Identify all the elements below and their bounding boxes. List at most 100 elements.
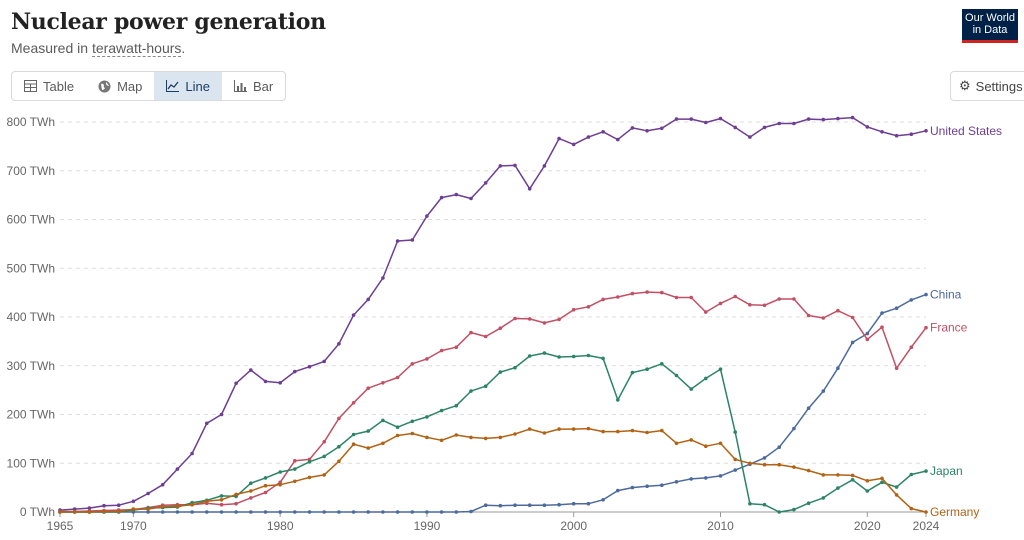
data-point-japan — [674, 373, 679, 378]
data-point-united-states — [542, 164, 547, 168]
line-chart-icon — [166, 80, 180, 92]
y-tick-label: 800 TWh — [7, 115, 55, 129]
data-point-japan — [249, 481, 253, 486]
data-point-germany — [616, 429, 620, 434]
data-point-france — [645, 290, 649, 294]
data-point-france — [337, 416, 341, 421]
data-point-germany — [454, 433, 459, 437]
data-point-united-states — [527, 187, 532, 191]
series-line-france — [60, 291, 927, 513]
data-point-united-states — [924, 129, 928, 133]
data-point-france — [557, 317, 561, 322]
data-point-china — [351, 510, 356, 514]
data-point-china — [410, 510, 415, 514]
data-point-china — [381, 510, 385, 514]
logo-accent-bar — [962, 40, 1018, 43]
tab-line[interactable]: Line — [154, 72, 222, 100]
data-point-japan — [836, 486, 840, 490]
data-point-germany — [293, 479, 297, 484]
data-point-france — [571, 307, 576, 312]
tab-table[interactable]: Table — [12, 72, 86, 100]
data-point-france — [410, 362, 415, 366]
series-line-japan — [60, 352, 927, 513]
settings-button[interactable]: ⚙ Settings — [950, 71, 1024, 101]
data-point-germany — [527, 427, 532, 431]
data-point-japan — [806, 501, 811, 506]
data-point-japan — [571, 354, 576, 359]
data-point-japan — [469, 389, 473, 393]
data-point-japan — [880, 480, 884, 485]
data-point-china — [498, 503, 503, 508]
subtitle-prefix: Measured in — [11, 40, 92, 56]
data-point-germany — [557, 427, 561, 431]
data-point-france — [249, 496, 253, 500]
data-point-united-states — [674, 117, 679, 121]
data-point-china — [616, 488, 620, 493]
data-point-united-states — [249, 368, 253, 372]
data-point-germany — [806, 468, 811, 473]
y-tick-label: 400 TWh — [7, 310, 55, 324]
data-point-japan — [777, 510, 781, 514]
data-point-china — [689, 477, 693, 481]
data-point-germany — [205, 499, 209, 504]
data-point-united-states — [337, 342, 341, 346]
data-point-china — [542, 503, 547, 508]
data-point-china — [263, 510, 268, 514]
data-point-china — [733, 468, 737, 472]
data-point-germany — [249, 489, 253, 493]
data-point-france — [381, 381, 385, 385]
data-point-china — [249, 510, 253, 514]
data-point-japan — [748, 501, 752, 506]
x-tick-label: 2020 — [854, 519, 881, 533]
data-point-united-states — [293, 369, 297, 374]
data-point-france — [586, 305, 591, 309]
data-point-united-states — [366, 297, 371, 302]
data-point-china — [293, 510, 297, 514]
data-point-germany — [160, 504, 165, 509]
y-tick-label: 200 TWh — [7, 408, 55, 422]
data-point-france — [865, 337, 870, 342]
data-point-germany — [718, 441, 723, 446]
data-point-china — [601, 498, 605, 502]
data-point-japan — [351, 432, 356, 437]
tab-bar[interactable]: Bar — [222, 72, 285, 100]
tab-map[interactable]: Map — [86, 72, 154, 100]
data-point-united-states — [322, 359, 327, 364]
data-point-germany — [850, 473, 855, 478]
data-point-germany — [909, 506, 914, 511]
data-point-france — [454, 345, 459, 350]
data-point-france — [880, 325, 884, 330]
series-line-united-states — [59, 116, 927, 511]
data-point-france — [909, 345, 914, 350]
data-point-france — [836, 308, 840, 313]
data-point-united-states — [513, 163, 517, 168]
data-point-united-states — [645, 129, 649, 133]
data-point-japan — [498, 370, 503, 374]
data-point-germany — [777, 462, 781, 467]
data-point-united-states — [263, 379, 268, 384]
data-point-china — [704, 476, 708, 480]
data-point-germany — [58, 510, 62, 514]
data-point-japan — [601, 356, 605, 361]
data-point-japan — [630, 370, 635, 375]
data-point-china — [234, 510, 238, 514]
data-point-china — [146, 510, 150, 514]
data-point-germany — [601, 429, 605, 434]
data-point-japan — [410, 419, 415, 424]
logo-line-2: in Data — [972, 24, 1008, 36]
owid-logo[interactable]: Our World in Data — [962, 9, 1018, 43]
data-point-germany — [219, 498, 224, 502]
data-point-china — [762, 456, 767, 460]
data-point-france — [616, 295, 620, 299]
data-point-germany — [821, 473, 826, 477]
data-point-united-states — [850, 115, 855, 120]
data-point-germany — [704, 444, 708, 449]
unit-definition-link[interactable]: terawatt-hours — [91, 40, 182, 57]
data-point-germany — [337, 459, 341, 464]
series-line-germany — [60, 427, 927, 513]
data-point-france — [821, 316, 826, 320]
data-point-china — [557, 502, 561, 507]
data-point-united-states — [498, 164, 503, 168]
data-point-united-states — [821, 117, 826, 122]
